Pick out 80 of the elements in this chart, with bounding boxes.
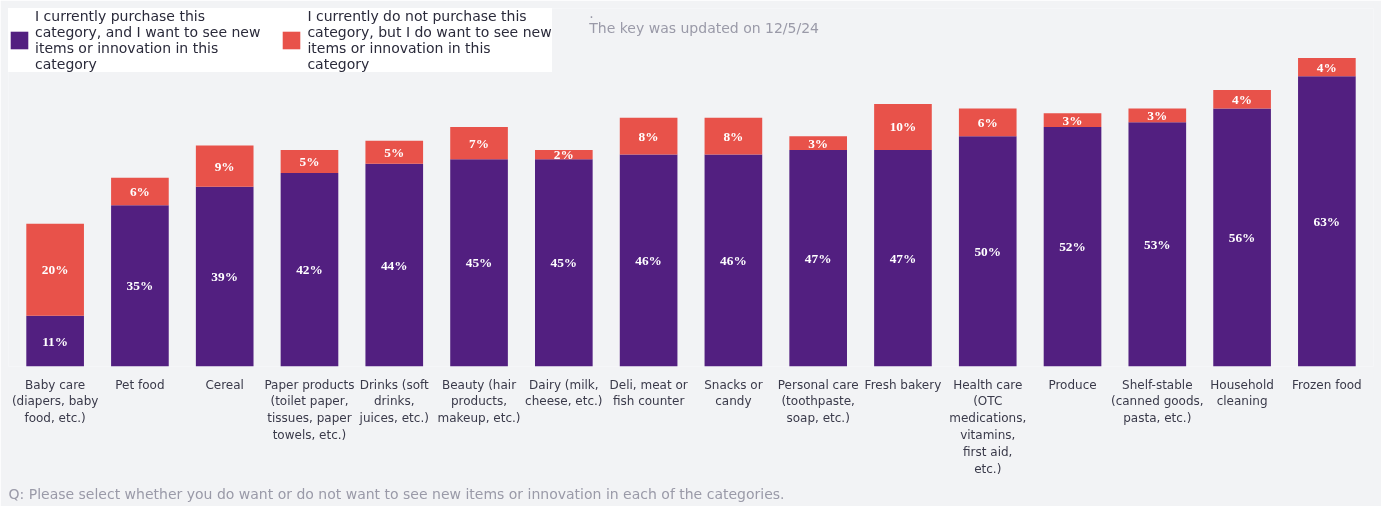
legend-label: I currently purchase this category, and I want to see new items or innovation in this category (35, 8, 261, 72)
bar (450, 126, 508, 160)
bar (1213, 108, 1271, 367)
data-label: 5% (299, 154, 320, 170)
bar (874, 150, 932, 367)
x-tick-label: Fresh bakery (864, 377, 942, 392)
data-label: 50% (974, 243, 1002, 259)
data-label: 45% (550, 255, 578, 271)
data-label: 3% (1062, 112, 1083, 128)
data-label: 6% (129, 183, 150, 199)
bar (789, 150, 847, 367)
bar (280, 173, 339, 367)
bar (1128, 122, 1187, 367)
data-label: 9% (214, 158, 235, 174)
data-label: 56% (1228, 230, 1256, 246)
x-tick-label: Dairy (milk, cheese, etc.) (525, 377, 603, 409)
bar (1298, 76, 1356, 367)
x-tick-label: Paper products (toilet paper, tissues, paper towels, etc.) (264, 377, 355, 442)
bar (111, 205, 169, 367)
bar (450, 159, 508, 367)
bar (26, 223, 84, 316)
data-label: 42% (296, 262, 323, 278)
text: The key was updated on 12/5/24 (588, 20, 820, 37)
x-tick-label: Pet food (115, 377, 165, 392)
x-tick-label: Household cleaning (1210, 377, 1274, 409)
data-label: 63% (1313, 213, 1341, 229)
x-tick-label: Baby care (diapers, baby food, etc.) (11, 377, 99, 426)
bar (704, 117, 763, 155)
data-label: 46% (720, 253, 747, 269)
bar (365, 140, 424, 164)
bar (958, 108, 1017, 137)
bar (958, 136, 1017, 367)
data-label: 44% (380, 257, 408, 273)
data-label: 35% (126, 278, 154, 294)
x-tick-label: Deli, meat or fish counter (609, 377, 688, 409)
data-label: 3% (1147, 107, 1168, 123)
bar (1043, 126, 1102, 367)
data-label: 5% (384, 144, 405, 160)
bar (704, 154, 763, 367)
x-tick-label: Drinks (soft drinks, juices, etc.) (358, 377, 430, 426)
data-label: 47% (804, 250, 832, 266)
bar (1213, 90, 1271, 109)
data-label: 47% (889, 250, 917, 266)
data-label: 45% (465, 255, 493, 271)
data-label: 10% (889, 119, 917, 135)
x-tick-label: Shelf-stable (canned goods, pasta, etc.) (1110, 377, 1204, 426)
bar (26, 315, 84, 367)
bar (535, 159, 593, 367)
data-label: 20% (41, 262, 69, 278)
bar (365, 163, 424, 367)
data-label: 52% (1059, 239, 1086, 255)
x-tick-label: Cereal (205, 377, 244, 392)
x-tick-label: Produce (1048, 377, 1097, 392)
x-tick-label: Personal care (toothpaste, soap, etc.) (777, 377, 859, 426)
bar (195, 145, 254, 187)
data-label: 6% (977, 114, 998, 130)
bar (619, 154, 678, 367)
bar (111, 177, 169, 206)
bar (280, 150, 339, 174)
x-tick-label: Health care (OTC medications, vitamins, first aid, etc.) (949, 377, 1027, 476)
data-label: 7% (469, 135, 490, 151)
data-label: 46% (635, 253, 662, 269)
data-label: 53% (1143, 236, 1171, 252)
data-label: 2% (553, 147, 574, 163)
data-label: 4% (1316, 59, 1337, 75)
bar (195, 186, 254, 367)
text: Q: Please select whether you do want or do not want to see new items or innovation in each of the categories. (8, 485, 785, 502)
legend-label: I currently do not purchase this category, but I do want to see new items or innovation in this category (307, 8, 552, 72)
x-tick-label: Beauty (hair products, makeup, etc.) (437, 377, 521, 426)
data-label: 11% (42, 333, 69, 349)
text: . (589, 4, 594, 21)
x-tick-label: Snacks or candy (704, 377, 763, 409)
data-label: 8% (638, 128, 659, 144)
data-label: 8% (723, 128, 744, 144)
data-label: 3% (808, 135, 829, 151)
x-tick-label: Frozen food (1292, 377, 1362, 392)
bar (619, 117, 678, 155)
data-label: 39% (211, 269, 239, 285)
data-label: 4% (1232, 91, 1253, 107)
bar (874, 103, 932, 150)
